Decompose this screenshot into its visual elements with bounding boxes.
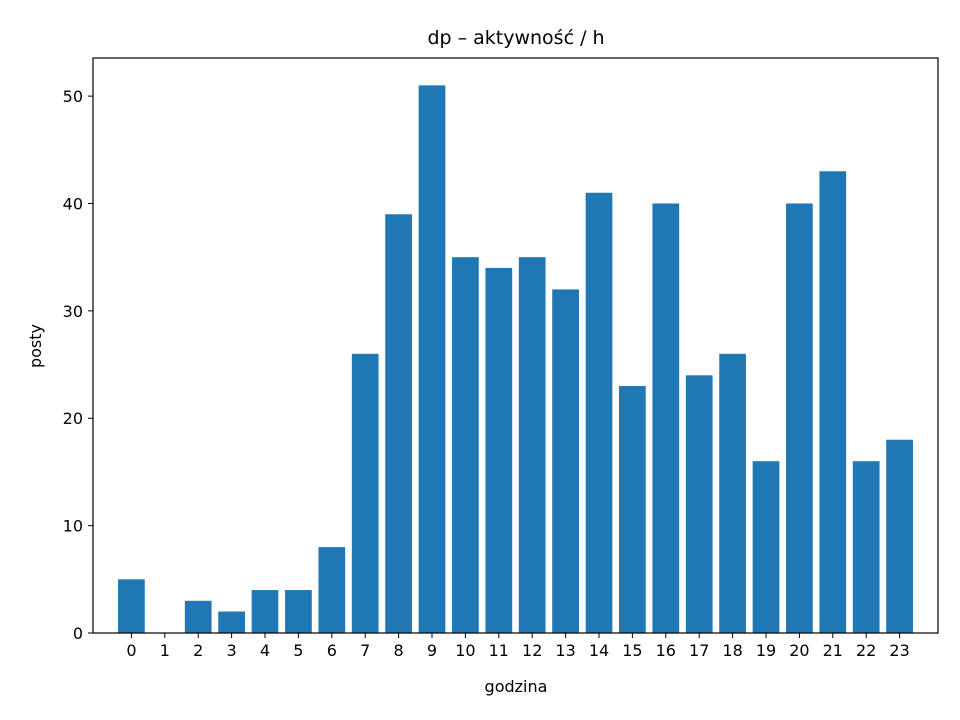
bar-20	[786, 203, 813, 634]
bar-13	[552, 289, 579, 633]
bar-6	[318, 547, 346, 633]
y-axis-label: posty	[26, 324, 45, 368]
y-tick-label: 30	[63, 302, 83, 321]
x-tick-label: 0	[126, 641, 136, 660]
y-tick-label: 20	[63, 409, 83, 428]
x-tick-label: 4	[260, 641, 270, 660]
x-tick-label: 17	[689, 641, 709, 660]
x-tick-label: 16	[656, 641, 676, 660]
x-tick-label: 20	[789, 641, 809, 660]
x-tick-label: 5	[293, 641, 303, 660]
bar-16	[652, 203, 680, 634]
bar-11	[485, 267, 513, 633]
bar-19	[752, 461, 780, 633]
bar-12	[518, 257, 546, 633]
bar-4	[251, 590, 279, 633]
x-tick-label: 2	[193, 641, 203, 660]
bar-14	[585, 192, 613, 633]
x-tick-label: 23	[889, 641, 909, 660]
bar-2	[184, 600, 212, 633]
bar-8	[385, 214, 412, 634]
bar-21	[819, 171, 847, 633]
x-tick-label: 10	[455, 641, 475, 660]
bar-23	[886, 439, 913, 633]
chart-title: dp – aktywność / h	[427, 27, 604, 49]
y-tick-label: 0	[73, 624, 83, 643]
bar-3	[218, 611, 245, 633]
x-tick-label: 9	[427, 641, 437, 660]
bar-10	[452, 257, 479, 633]
x-tick-label: 1	[160, 641, 170, 660]
y-tick-label: 40	[63, 194, 83, 213]
x-tick-label: 22	[856, 641, 876, 660]
x-axis-ticks: 0 1 2 3 4 5 6 7 8 9 10 11 12 13 14 15 16 17 18 19 20 21 22 23	[126, 633, 910, 660]
x-tick-label: 3	[227, 641, 237, 660]
bar-15	[619, 386, 646, 633]
bar-5	[285, 590, 312, 633]
x-tick-label: 14	[589, 641, 609, 660]
bar-0	[118, 579, 145, 633]
bar-7	[351, 353, 379, 633]
x-tick-label: 15	[622, 641, 642, 660]
x-tick-label: 21	[823, 641, 843, 660]
bar-17	[685, 375, 713, 633]
x-tick-label: 13	[555, 641, 575, 660]
x-tick-label: 18	[722, 641, 742, 660]
y-axis-ticks: 0 10 20 30 40 50	[63, 87, 93, 643]
bar-9	[418, 85, 446, 633]
x-tick-label: 19	[756, 641, 776, 660]
x-axis-label: godzina	[485, 677, 548, 696]
x-tick-label: 6	[327, 641, 337, 660]
bar-18	[719, 353, 746, 633]
y-tick-label: 10	[63, 517, 83, 536]
x-tick-label: 8	[394, 641, 404, 660]
bar-22	[852, 461, 880, 633]
x-tick-label: 7	[360, 641, 370, 660]
x-tick-label: 11	[489, 641, 509, 660]
x-tick-label: 12	[522, 641, 542, 660]
y-tick-label: 50	[63, 87, 83, 106]
bars-group	[118, 85, 913, 634]
plot-frame	[92, 57, 939, 634]
